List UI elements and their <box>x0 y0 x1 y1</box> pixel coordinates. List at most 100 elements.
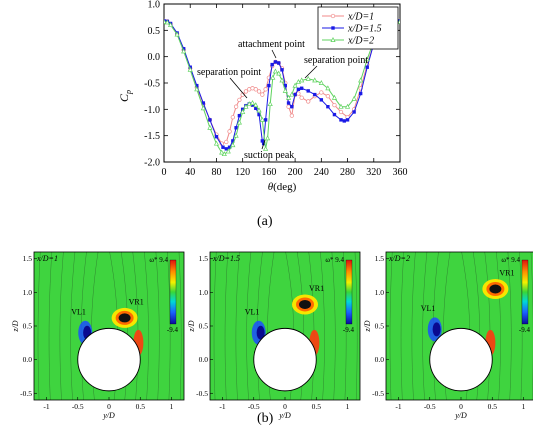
data-point <box>200 105 206 111</box>
annotation-attachment-point: attachment point <box>238 39 305 50</box>
y-tick-label: 0.5 <box>148 26 161 37</box>
annotation-arrow <box>304 65 318 79</box>
x-tick-label: 120 <box>235 167 250 178</box>
data-point <box>286 104 291 109</box>
y-tick-label: 0.5 <box>136 402 146 411</box>
data-point <box>253 87 258 92</box>
data-point <box>236 119 242 125</box>
data-point <box>194 86 200 92</box>
data-point <box>208 118 212 122</box>
data-point <box>332 112 337 117</box>
data-point <box>277 61 281 65</box>
streamline <box>144 252 149 400</box>
z-tick-label: 1.5 <box>199 254 209 263</box>
z-tick-label: 0.5 <box>23 322 33 331</box>
z-tick-label: 1.0 <box>23 288 33 297</box>
vortex-label-vr1: VR1 <box>309 284 324 293</box>
data-point <box>339 118 343 122</box>
colorbar <box>521 259 529 325</box>
data-point <box>318 80 324 85</box>
data-point <box>290 105 294 109</box>
y-axis: 1.0 0.5 0.0 -0.5 -1.0 -1.5 -2.0 <box>144 0 400 169</box>
data-point <box>295 78 301 84</box>
data-point <box>264 135 271 141</box>
data-point <box>319 90 324 95</box>
annotation-arrow <box>261 139 266 150</box>
z-tick-label: -0.5 <box>372 389 384 398</box>
data-point <box>285 94 292 100</box>
data-point <box>358 77 364 83</box>
vortex-vr1-core <box>489 284 502 294</box>
y-tick-label: -1.0 <box>144 105 160 116</box>
contour-panel-3: ω* 9.4 -9.4 x/D=2 VL1 VR1 1.5 1.0 0.5 0.0 -0.5 -1 -… <box>363 251 533 420</box>
data-point <box>257 112 261 117</box>
data-point <box>221 145 225 149</box>
data-point <box>306 99 311 104</box>
streamline <box>213 252 217 400</box>
data-point <box>299 95 304 100</box>
y-tick-label: 1.0 <box>148 0 161 11</box>
cp-line-chart: 1.0 0.5 0.0 -0.5 -1.0 -1.5 -2.0 0 40 80 120 160 200… <box>117 0 408 193</box>
data-point <box>237 113 242 118</box>
panel-x-label: y/D <box>454 411 467 420</box>
cylinder <box>429 327 493 392</box>
data-point <box>263 87 268 92</box>
z-tick-label: 1.0 <box>199 288 209 297</box>
x-tick-label: 40 <box>185 167 195 178</box>
streamline <box>80 252 87 400</box>
annotation-arrow <box>271 49 277 59</box>
data-point <box>338 103 344 109</box>
streamline <box>400 252 405 400</box>
data-point <box>351 95 357 101</box>
data-point <box>221 151 227 157</box>
legend-label: x/D=2 <box>347 36 374 47</box>
data-point <box>330 37 336 42</box>
y-tick-label: -1 <box>395 402 401 411</box>
data-point <box>326 105 330 109</box>
data-point <box>253 102 259 108</box>
y-tick-label: -2.0 <box>144 158 160 169</box>
data-point <box>201 101 206 105</box>
z-tick-label: 1.5 <box>375 254 385 263</box>
data-point <box>267 83 271 88</box>
cylinder <box>77 327 141 392</box>
contour-panel-1: ω* 9.4 -9.4 x/D=1 VL1 VR1 1.5 1.0 0.5 0.0 -0.5 -1 -… <box>11 251 185 420</box>
data-point <box>352 110 356 114</box>
data-point <box>338 109 344 115</box>
y-tick-label: -1.5 <box>144 131 160 142</box>
y-tick-label: -1 <box>219 402 225 411</box>
data-point <box>365 65 369 69</box>
x-tick-label: 200 <box>288 167 303 178</box>
streamline <box>331 252 336 400</box>
colorbar-min: -9.4 <box>167 326 179 334</box>
streamline <box>70 252 76 400</box>
annotations: attachment point separation point separa… <box>197 39 368 161</box>
data-point <box>263 118 268 122</box>
z-tick-label: 0.5 <box>375 322 385 331</box>
data-point <box>299 86 304 90</box>
annotation-arrow <box>229 77 248 99</box>
data-point <box>312 77 318 83</box>
vortex-label-vr1: VR1 <box>129 297 144 306</box>
data-point <box>219 149 225 155</box>
data-point <box>214 135 219 139</box>
y-tick-label: 1 <box>522 402 526 411</box>
x-tick-label: 0 <box>162 167 167 178</box>
z-tick-label: 1.0 <box>375 288 385 297</box>
data-point <box>289 113 294 118</box>
colorbar-title: ω* 9.4 <box>325 256 344 264</box>
vortex-vr1-core <box>299 299 311 309</box>
legend-item: x/D=1.5 <box>322 24 382 35</box>
data-point <box>240 109 246 114</box>
data-point <box>397 18 400 24</box>
data-point <box>306 89 310 93</box>
z-tick-label: -0.5 <box>196 389 208 398</box>
colorbar-title: ω* 9.4 <box>501 256 520 264</box>
y-tick-label: 1 <box>170 402 174 411</box>
series-2 <box>164 19 400 151</box>
streamline <box>178 252 182 400</box>
streamline <box>389 252 393 400</box>
y-tick-label: -0.5 <box>248 402 260 411</box>
contour-panel-2: ω* 9.4 -9.4 x/D=1.5 VL1 VR1 1.5 1.0 0.5 0.0 -0.5 -… <box>187 251 361 420</box>
streamline <box>155 252 160 400</box>
